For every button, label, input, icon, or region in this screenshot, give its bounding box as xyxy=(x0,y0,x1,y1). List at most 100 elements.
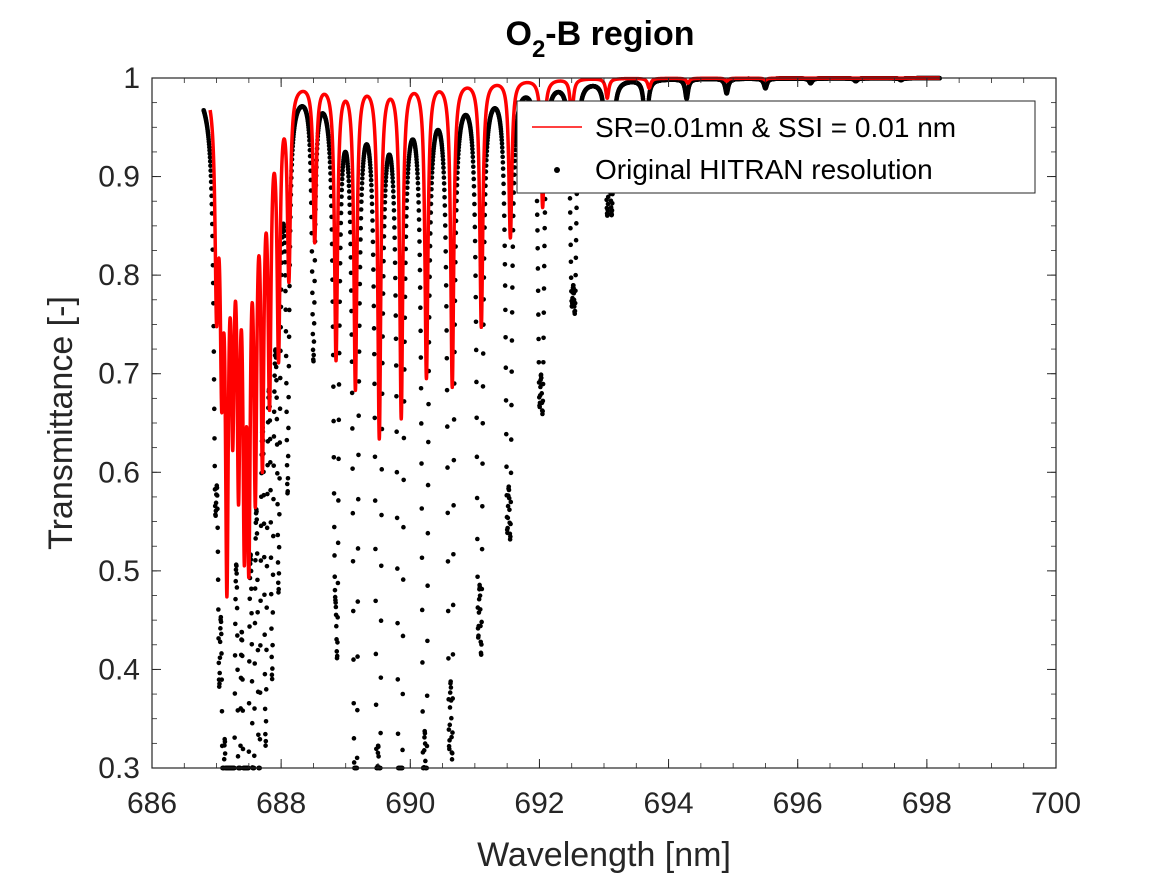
hitran-point xyxy=(254,551,260,556)
hitran-point xyxy=(414,163,420,169)
hitran-point xyxy=(426,439,431,445)
hitran-point xyxy=(351,657,356,662)
hitran-point xyxy=(536,336,541,342)
hitran-point xyxy=(309,249,315,254)
hitran-point xyxy=(281,224,287,230)
hitran-point xyxy=(473,347,479,353)
hitran-point xyxy=(450,652,456,657)
hitran-point xyxy=(480,384,486,389)
hitran-point xyxy=(475,574,480,580)
hitran-point xyxy=(233,596,238,602)
hitran-point xyxy=(346,174,351,179)
hitran-point xyxy=(508,470,514,476)
hitran-point xyxy=(358,225,364,231)
hitran-point xyxy=(430,161,435,167)
hitran-point xyxy=(357,301,362,306)
hitran-point xyxy=(351,760,357,765)
hitran-point xyxy=(422,735,427,740)
hitran-point xyxy=(310,290,315,296)
hitran-point xyxy=(368,177,374,183)
hitran-point xyxy=(360,167,366,173)
hitran-point xyxy=(370,228,376,233)
hitran-point xyxy=(502,227,507,233)
hitran-point xyxy=(218,614,224,620)
hitran-point xyxy=(215,549,221,555)
hitran-point xyxy=(378,675,384,680)
x-tick-label: 700 xyxy=(1031,787,1081,820)
hitran-point xyxy=(418,355,424,360)
hitran-point xyxy=(257,690,263,695)
hitran-point xyxy=(417,252,423,258)
hitran-point xyxy=(605,207,611,213)
hitran-point xyxy=(376,754,381,759)
hitran-point xyxy=(360,176,365,181)
hitran-point xyxy=(358,207,364,212)
hitran-point xyxy=(541,359,546,365)
hitran-point xyxy=(371,284,376,289)
hitran-point xyxy=(249,679,255,684)
hitran-point xyxy=(503,431,509,437)
hitran-point xyxy=(331,384,336,389)
hitran-point xyxy=(211,406,217,412)
hitran-point xyxy=(277,440,283,445)
hitran-point xyxy=(379,467,385,472)
hitran-point xyxy=(274,416,280,422)
hitran-point xyxy=(246,701,252,706)
hitran-point xyxy=(501,181,506,187)
hitran-point xyxy=(383,174,389,180)
hitran-point xyxy=(510,244,516,250)
x-tick-label: 688 xyxy=(256,787,306,820)
hitran-point xyxy=(418,328,423,334)
hitran-point xyxy=(346,189,352,194)
hitran-point xyxy=(472,238,478,244)
hitran-point xyxy=(392,247,398,252)
hitran-point xyxy=(429,170,435,175)
hitran-point xyxy=(536,312,541,317)
hitran-point xyxy=(338,232,343,237)
hitran-point xyxy=(349,390,355,396)
hitran-point xyxy=(222,739,228,745)
hitran-point xyxy=(400,691,406,697)
hitran-point xyxy=(416,208,422,213)
hitran-point xyxy=(311,358,316,364)
hitran-point xyxy=(448,679,453,684)
hitran-point xyxy=(327,150,332,156)
hitran-point xyxy=(371,267,376,272)
hitran-point xyxy=(335,540,341,546)
hitran-point xyxy=(284,437,290,443)
hitran-point xyxy=(368,173,374,178)
hitran-point xyxy=(474,379,479,385)
hitran-point xyxy=(470,159,476,164)
hitran-point xyxy=(326,143,332,149)
hitran-point xyxy=(255,609,260,615)
hitran-point xyxy=(263,743,268,748)
hitran-point xyxy=(233,567,239,573)
hitran-point xyxy=(474,495,480,501)
hitran-point xyxy=(208,179,214,185)
hitran-point xyxy=(503,307,508,313)
title-rest: -B region xyxy=(545,15,694,53)
hitran-point xyxy=(404,185,410,191)
hitran-point xyxy=(445,510,451,516)
hitran-point xyxy=(269,676,275,682)
hitran-point xyxy=(232,653,238,658)
hitran-point xyxy=(368,165,373,171)
hitran-point xyxy=(372,454,378,460)
hitran-point xyxy=(272,389,277,394)
legend: SR=0.01mn & SSI = 0.01 nm Original HITRA… xyxy=(516,100,1036,194)
hitran-point xyxy=(415,171,420,176)
hitran-point xyxy=(375,750,381,756)
hitran-point xyxy=(267,418,273,423)
hitran-point xyxy=(286,394,291,400)
hitran-point xyxy=(233,578,239,584)
hitran-point xyxy=(500,160,506,165)
hitran-point xyxy=(425,583,430,588)
hitran-point xyxy=(395,566,400,571)
hitran-point xyxy=(540,408,545,414)
hitran-point xyxy=(503,365,509,371)
title-main: O xyxy=(505,15,531,53)
hitran-point xyxy=(418,305,423,310)
hitran-point xyxy=(501,190,507,196)
hitran-point xyxy=(609,212,615,217)
hitran-point xyxy=(440,157,446,163)
